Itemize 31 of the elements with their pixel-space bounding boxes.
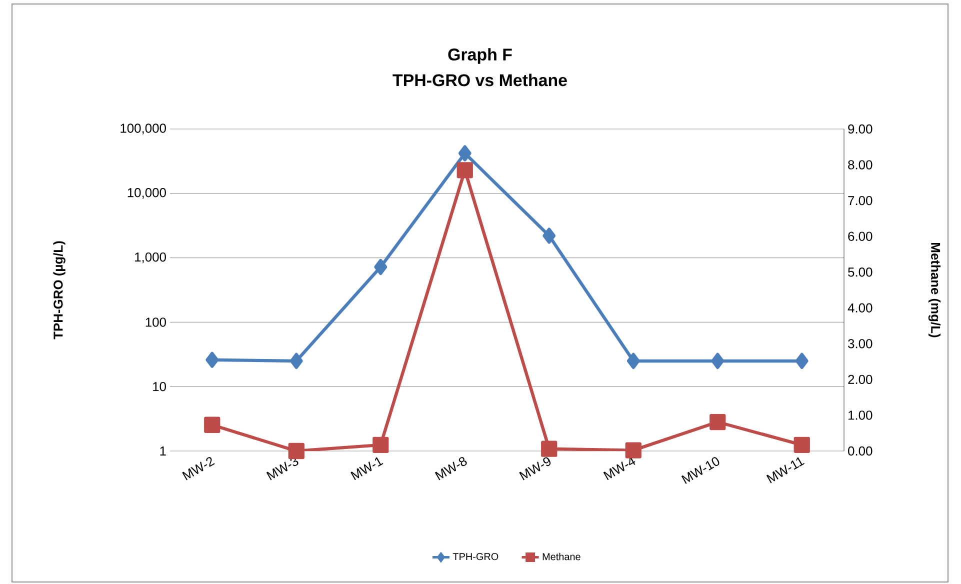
point: [711, 352, 724, 370]
point: [206, 352, 219, 368]
y-tick-label: 100: [146, 318, 166, 327]
y2-tick-label: 2.00: [848, 374, 872, 384]
y2-tick-label: 5.00: [848, 268, 872, 277]
y2-tick-label: 3.00: [848, 339, 872, 348]
x-tick-label: MW-4: [603, 456, 636, 480]
y-axis-title: TPH-GRO (µg/L): [53, 241, 66, 340]
chart-title: Graph F: [448, 48, 512, 64]
point: [542, 228, 556, 244]
chart-subtitle: TPH-GRO vs Methane: [392, 74, 567, 86]
y-tick-label: 10,000: [128, 188, 166, 199]
y-tick-label: 100,000: [120, 124, 166, 134]
y2-tick-label: 8.00: [848, 160, 872, 170]
point: [290, 352, 303, 370]
point: [626, 352, 640, 370]
y2-tick-label: 4.00: [848, 303, 872, 312]
y-tick-label: 10: [153, 382, 166, 392]
point: [374, 258, 388, 276]
legend-label: TPH-GRO: [452, 553, 498, 560]
point: [795, 352, 808, 370]
legend-label: Methane: [542, 552, 580, 560]
y2-tick-label: 6.00: [848, 232, 872, 241]
y2-tick-label: 0.00: [848, 446, 872, 456]
y2-axis-title: Methane (mg/L): [928, 243, 941, 338]
point: [458, 145, 472, 162]
y-tick-label: 1: [160, 446, 166, 456]
y-tick-label: 1,000: [135, 252, 166, 264]
y2-tick-label: 9.00: [848, 124, 872, 134]
y2-tick-label: 7.00: [848, 196, 872, 206]
y2-tick-label: 1.00: [848, 410, 872, 420]
